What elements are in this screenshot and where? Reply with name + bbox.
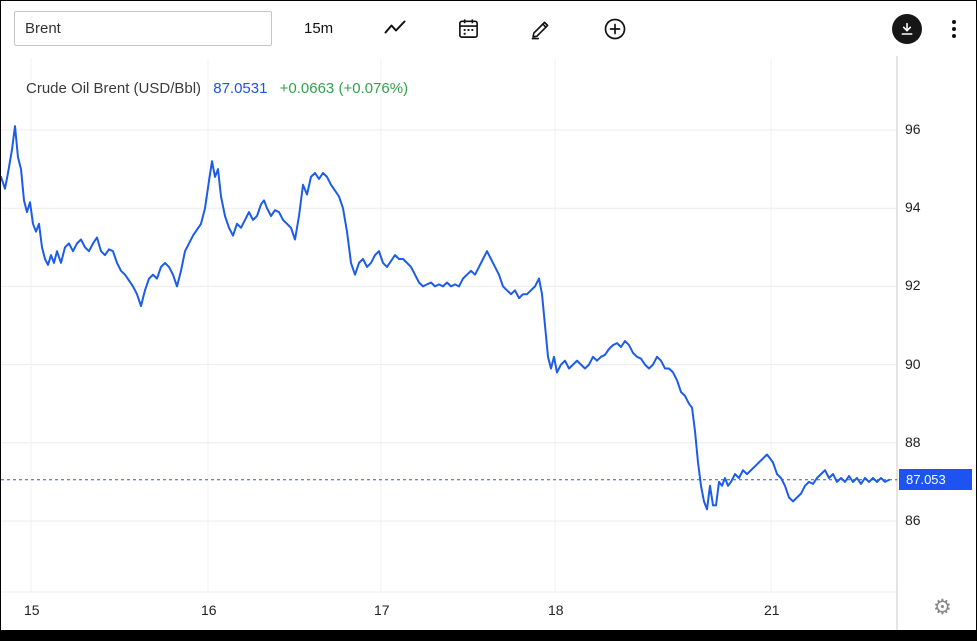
y-axis-label: 88 — [905, 433, 921, 450]
more-menu-button[interactable] — [948, 16, 960, 42]
settings-gear-icon[interactable]: ⚙ — [927, 596, 958, 619]
x-axis-label: 16 — [201, 602, 217, 618]
y-axis-label: 92 — [905, 277, 921, 294]
y-axis-label: 96 — [905, 121, 921, 137]
download-button[interactable] — [892, 13, 922, 44]
y-axis-label: 90 — [905, 355, 921, 372]
pencil-icon — [531, 21, 549, 40]
add-indicator-button[interactable] — [601, 15, 629, 43]
calendar-icon — [459, 19, 479, 38]
x-axis-label: 18 — [548, 602, 564, 618]
line-chart-icon — [384, 20, 406, 33]
draw-tool-button[interactable] — [528, 15, 555, 42]
x-axis-label: 15 — [24, 602, 40, 618]
interval-button[interactable]: 15m — [304, 20, 334, 37]
last-price: 87.0531 — [213, 80, 268, 97]
symbol-search-input[interactable] — [14, 11, 272, 46]
price-axis-badge: 87.053 — [899, 469, 972, 491]
y-axis-label: 86 — [905, 512, 921, 528]
date-range-button[interactable] — [455, 15, 482, 42]
chart-header: Crude Oil Brent (USD/Bbl) 87.0531 +0.066… — [26, 80, 408, 97]
instrument-title: Crude Oil Brent (USD/Bbl) — [26, 80, 202, 97]
kebab-dots-icon — [952, 19, 956, 38]
x-axis-label: 17 — [374, 602, 390, 618]
toolbar: 15m — [1, 1, 976, 56]
plus-circle-icon — [604, 18, 626, 39]
download-icon — [901, 22, 913, 35]
price-change: +0.0663 (+0.076%) — [279, 80, 409, 97]
chart-style-button[interactable] — [381, 15, 409, 43]
bottom-bar — [1, 630, 976, 640]
x-axis-label: 21 — [764, 602, 780, 618]
y-axis-label: 94 — [905, 199, 921, 216]
price-chart[interactable] — [1, 1, 976, 630]
